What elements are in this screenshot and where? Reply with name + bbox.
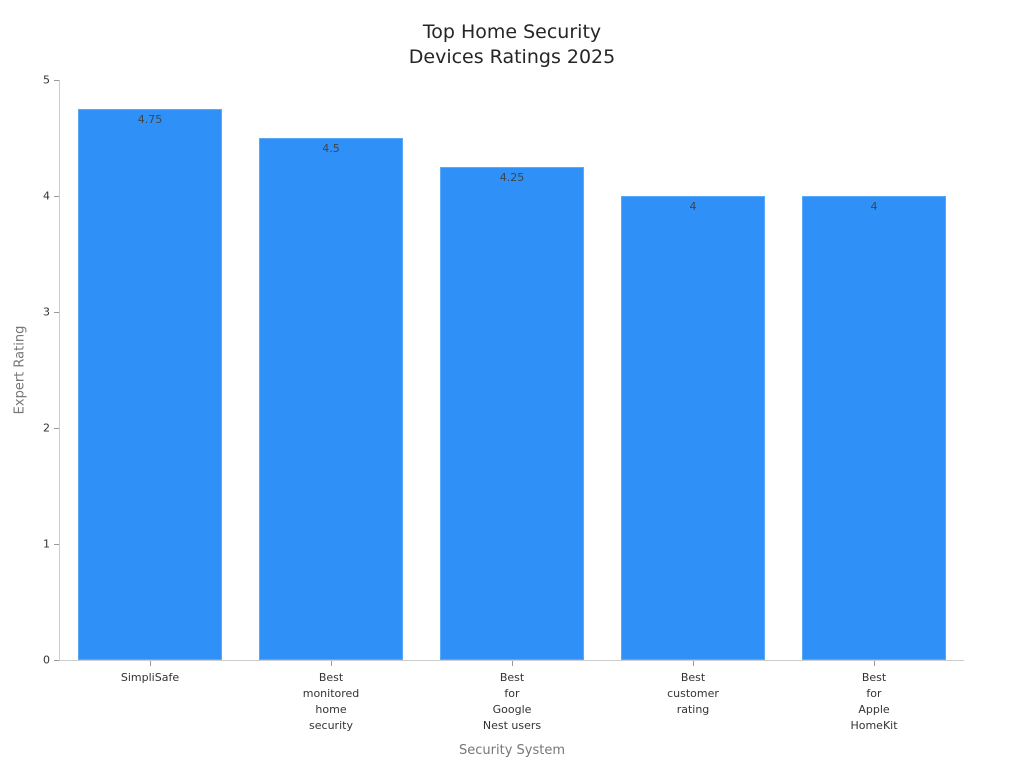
bar-value-label: 4 [689,200,697,213]
y-tick-label: 4 [43,189,50,203]
y-tick [54,544,59,545]
x-tick [693,661,694,666]
y-tick [54,428,59,429]
x-axis-line [59,660,964,661]
chart-title: Top Home Security Devices Ratings 2025 [408,21,616,68]
bar-value-label: 4.75 [137,113,163,126]
x-tick-label: Best customer rating [667,671,719,716]
y-tick [54,312,59,313]
bar-value-label: 4.5 [322,142,340,155]
x-tick [150,661,151,666]
x-tick-label: Best monitored home security [302,671,360,732]
x-tick [874,661,875,666]
x-tick [331,661,332,666]
bar [440,167,584,660]
bar [259,138,403,660]
bar [621,196,765,660]
y-tick [54,196,59,197]
x-tick-label: Best for Google Nest users [482,671,542,732]
y-axis-label: Expert Rating [12,325,28,415]
bar-value-label: 4.25 [499,171,525,184]
bar [802,196,946,660]
y-tick [54,80,59,81]
y-tick [54,660,59,661]
y-axis-line [59,80,60,661]
y-tick-label: 3 [43,305,50,319]
y-tick-label: 5 [43,73,50,87]
bar [78,109,222,660]
x-tick-label: Best for Apple HomeKit [850,671,898,732]
y-tick-label: 2 [43,421,50,435]
y-tick-label: 1 [43,537,50,551]
y-tick-label: 0 [43,653,50,667]
x-axis-label: Security System [459,743,565,758]
bar-value-label: 4 [870,200,878,213]
x-tick [512,661,513,666]
x-tick-label: SimpliSafe [120,671,180,684]
